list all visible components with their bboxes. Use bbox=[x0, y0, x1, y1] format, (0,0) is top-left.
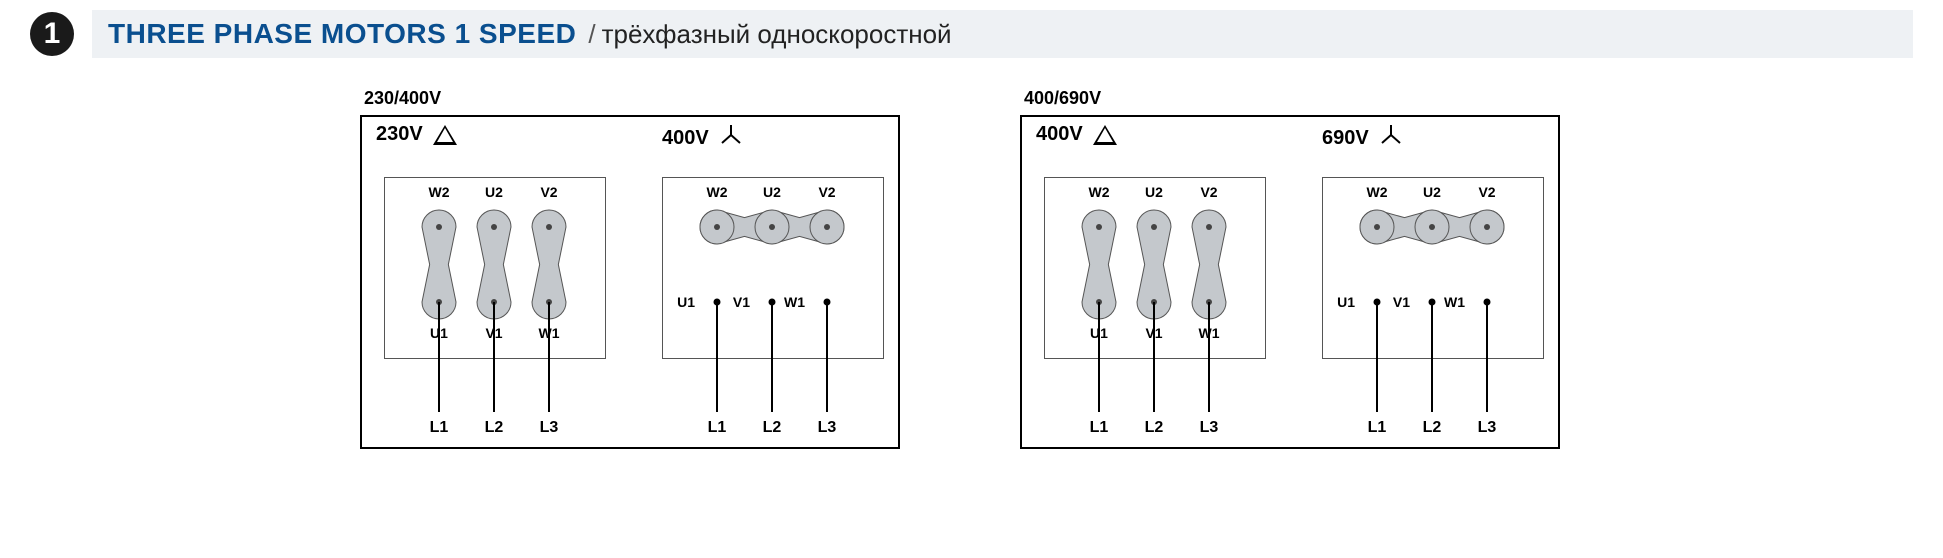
header-row: 1 THREE PHASE MOTORS 1 SPEED / трёхфазны… bbox=[30, 10, 1913, 58]
svg-text:L2: L2 bbox=[485, 419, 504, 436]
group-label: 230/400V bbox=[360, 88, 900, 109]
group-label: 400/690V bbox=[1020, 88, 1560, 109]
group-box: 400V W2 U1 L1 U2 V1 L2 V2 W1 L3 690V W2 U1 L1 U2 V1 L… bbox=[1020, 115, 1560, 449]
svg-text:W2: W2 bbox=[1089, 184, 1110, 200]
voltage-text: 400V bbox=[662, 127, 709, 150]
svg-text:W1: W1 bbox=[539, 325, 560, 341]
voltage-label: 400V bbox=[1036, 123, 1117, 146]
voltage-group: 230/400V 230V W2 U1 L1 U2 V1 L2 V2 W1 L3 400V W2… bbox=[360, 88, 900, 449]
wiring-diagram: W2 U1 L1 U2 V1 L2 V2 W1 L3 bbox=[662, 157, 882, 447]
voltage-group: 400/690V 400V W2 U1 L1 U2 V1 L2 V2 W1 L3 690V W2… bbox=[1020, 88, 1560, 449]
voltage-label: 400V bbox=[662, 123, 743, 153]
voltage-label: 230V bbox=[376, 123, 457, 146]
svg-text:W2: W2 bbox=[429, 184, 450, 200]
svg-text:V1: V1 bbox=[485, 325, 502, 341]
svg-text:W2: W2 bbox=[1367, 184, 1388, 200]
svg-text:V1: V1 bbox=[733, 294, 750, 310]
star-icon bbox=[719, 123, 743, 153]
svg-text:L1: L1 bbox=[1368, 419, 1387, 436]
svg-text:U1: U1 bbox=[1337, 294, 1355, 310]
svg-text:W1: W1 bbox=[784, 294, 805, 310]
title-bar: THREE PHASE MOTORS 1 SPEED / трёхфазный … bbox=[92, 10, 1913, 58]
svg-text:U2: U2 bbox=[763, 184, 781, 200]
group-box: 230V W2 U1 L1 U2 V1 L2 V2 W1 L3 400V W2 U1 L1 U2 V1 L… bbox=[360, 115, 900, 449]
svg-text:L3: L3 bbox=[1200, 419, 1219, 436]
svg-text:U1: U1 bbox=[1090, 325, 1108, 341]
delta-icon bbox=[433, 125, 457, 145]
svg-text:U2: U2 bbox=[1145, 184, 1163, 200]
svg-text:L2: L2 bbox=[1145, 419, 1164, 436]
svg-text:V2: V2 bbox=[1200, 184, 1217, 200]
svg-text:L1: L1 bbox=[708, 419, 727, 436]
title-separator: / bbox=[588, 19, 595, 50]
voltage-label: 690V bbox=[1322, 123, 1403, 153]
svg-text:V1: V1 bbox=[1145, 325, 1162, 341]
wiring-diagram: W2 U1 L1 U2 V1 L2 V2 W1 L3 bbox=[1044, 157, 1264, 447]
voltage-text: 400V bbox=[1036, 123, 1083, 146]
svg-text:L2: L2 bbox=[763, 419, 782, 436]
svg-text:U1: U1 bbox=[677, 294, 695, 310]
section-badge: 1 bbox=[30, 12, 74, 56]
svg-text:L3: L3 bbox=[818, 419, 837, 436]
svg-text:U1: U1 bbox=[430, 325, 448, 341]
svg-text:L2: L2 bbox=[1423, 419, 1442, 436]
svg-text:L1: L1 bbox=[1090, 419, 1109, 436]
svg-text:V1: V1 bbox=[1393, 294, 1410, 310]
svg-text:L1: L1 bbox=[430, 419, 449, 436]
svg-text:L3: L3 bbox=[1478, 419, 1497, 436]
voltage-text: 230V bbox=[376, 123, 423, 146]
wiring-diagram: W2 U1 L1 U2 V1 L2 V2 W1 L3 bbox=[384, 157, 604, 447]
svg-text:W1: W1 bbox=[1444, 294, 1465, 310]
title-english: THREE PHASE MOTORS 1 SPEED bbox=[108, 18, 576, 50]
svg-text:V2: V2 bbox=[1478, 184, 1495, 200]
title-russian: трёхфазный односкоростной bbox=[602, 19, 952, 50]
voltage-text: 690V bbox=[1322, 127, 1369, 150]
svg-text:V2: V2 bbox=[540, 184, 557, 200]
wiring-diagram: W2 U1 L1 U2 V1 L2 V2 W1 L3 bbox=[1322, 157, 1542, 447]
diagrams-container: 230/400V 230V W2 U1 L1 U2 V1 L2 V2 W1 L3 400V W2… bbox=[0, 88, 1943, 449]
delta-icon bbox=[1093, 125, 1117, 145]
star-icon bbox=[1379, 123, 1403, 153]
svg-text:U2: U2 bbox=[485, 184, 503, 200]
svg-text:W1: W1 bbox=[1199, 325, 1220, 341]
svg-text:W2: W2 bbox=[707, 184, 728, 200]
svg-text:U2: U2 bbox=[1423, 184, 1441, 200]
svg-text:L3: L3 bbox=[540, 419, 559, 436]
svg-text:V2: V2 bbox=[818, 184, 835, 200]
